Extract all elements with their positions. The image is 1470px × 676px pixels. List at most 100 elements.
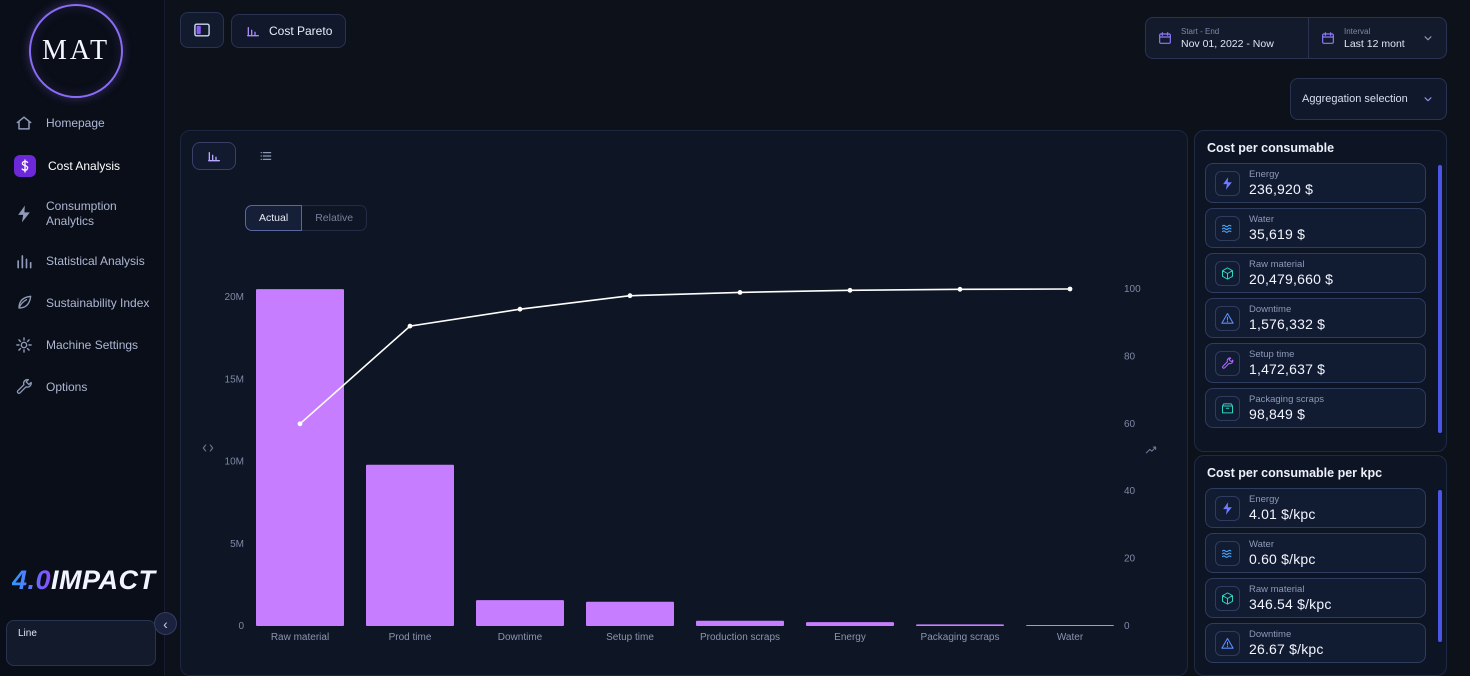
card-value: 35,619 $ [1249, 226, 1306, 242]
consumable-card: Water 0.60 $/kpc [1205, 533, 1426, 573]
sidebar-item-label: Consumption Analytics [46, 199, 117, 228]
interval-value: Last 12 mont [1344, 37, 1405, 50]
pareto-bar[interactable] [586, 601, 674, 626]
chart-view-button[interactable] [192, 142, 236, 170]
panel-title: Cost per consumable [1207, 141, 1335, 155]
legend-line-label: Line [18, 628, 37, 639]
consumable-card: Energy 236,920 $ [1205, 163, 1426, 203]
sidebar-collapse-button[interactable]: ‹ [154, 612, 177, 635]
card-value: 236,920 $ [1249, 181, 1314, 197]
line-point [847, 287, 853, 293]
right-axis-tick: 60 [1124, 419, 1136, 430]
calendar-icon [1320, 30, 1336, 46]
chevron-left-icon: ‹ [163, 615, 168, 632]
x-axis-label: Downtime [498, 632, 543, 643]
x-axis-label: Water [1057, 632, 1084, 643]
pareto-bar[interactable] [476, 600, 564, 626]
sidebar-item-options[interactable]: Options [0, 366, 165, 408]
cumulative-line [299, 288, 1071, 425]
right-axis-tick: 20 [1124, 554, 1136, 565]
card-value: 4.01 $/kpc [1249, 506, 1316, 522]
card-label: Downtime [1249, 304, 1292, 315]
material-icon [1215, 260, 1240, 286]
panel-scrollbar[interactable] [1438, 165, 1442, 433]
card-label: Downtime [1249, 629, 1292, 640]
card-label: Energy [1249, 169, 1280, 180]
pareto-bar[interactable] [696, 620, 784, 626]
actual-toggle-button[interactable]: Actual [245, 205, 303, 231]
left-axis-tick: 15M [225, 374, 244, 385]
sidebar-item-label: Statistical Analysis [46, 253, 145, 268]
pareto-bar[interactable] [256, 289, 344, 626]
downtime-icon [1215, 305, 1240, 331]
consumable-card: Packaging scraps 98,849 $ [1205, 388, 1426, 428]
consumable-card: Downtime 26.67 $/kpc [1205, 623, 1426, 663]
pareto-bar[interactable] [806, 622, 894, 626]
card-value: 20,479,660 $ [1249, 271, 1334, 287]
chevron-down-icon [1421, 92, 1435, 106]
sidebar-item-consumption-analytics[interactable]: Consumption Analytics [0, 188, 165, 240]
card-value: 0.60 $/kpc [1249, 551, 1316, 567]
date-range-picker[interactable]: Start - End Nov 01, 2022 - Now [1145, 17, 1308, 59]
consumable-cards-list: Energy 236,920 $ Water 35,619 $ Raw material… [1205, 163, 1436, 428]
footer-logo: 4.0IMPACT [12, 565, 156, 596]
sidebar-item-homepage[interactable]: Homepage [0, 102, 165, 144]
wrench-icon [14, 377, 34, 397]
sidebar-toggle-icon [192, 20, 212, 40]
table-view-button[interactable] [244, 142, 288, 170]
card-label: Packaging scraps [1249, 394, 1324, 405]
tab-cost-pareto[interactable]: Cost Pareto [231, 14, 347, 48]
footer-logo-prefix: 4.0 [12, 565, 52, 595]
sidebar-item-sustainability-index[interactable]: Sustainability Index [0, 282, 165, 324]
chart-bars-icon [206, 148, 222, 164]
card-value: 26.67 $/kpc [1249, 641, 1324, 657]
x-axis-label: Raw material [271, 632, 329, 643]
card-label: Setup time [1249, 349, 1295, 360]
right-axis-tick: 100 [1124, 284, 1141, 295]
pareto-bar[interactable] [1026, 625, 1114, 626]
cost-per-consumable-panel: Cost per consumable Energy 236,920 $ Water… [1194, 130, 1447, 452]
chart-view-toolbar [192, 142, 288, 170]
panel-scrollbar[interactable] [1438, 490, 1442, 642]
line-point [957, 286, 963, 292]
sidebar-item-statistical-analysis[interactable]: Statistical Analysis [0, 240, 165, 282]
line-point [517, 306, 523, 312]
right-axis-tick: 40 [1124, 486, 1136, 497]
date-range-value: Nov 01, 2022 - Now [1181, 37, 1274, 50]
pareto-chart-panel: Actual Relative 0 5M 10M 15M 20M 0 20 40 60 80 100… [180, 130, 1188, 676]
date-range-label: Start - End [1181, 26, 1220, 36]
card-value: 1,576,332 $ [1249, 316, 1326, 332]
x-axis-label: Energy [834, 632, 866, 643]
consumable-card: Setup time 1,472,637 $ [1205, 343, 1426, 383]
pareto-chart: 0 5M 10M 15M 20M 0 20 40 60 80 100 Raw material Prod… [225, 284, 1142, 643]
line-point [1067, 286, 1073, 292]
right-axis-tick: 0 [1124, 621, 1130, 632]
energy-icon [1215, 495, 1240, 521]
pareto-bar[interactable] [366, 464, 454, 626]
sidebar-item-label: Sustainability Index [46, 295, 150, 310]
x-axis-label: Prod time [389, 632, 432, 643]
line-point [627, 293, 633, 299]
aggregation-selection-dropdown[interactable]: Aggregation selection [1290, 78, 1447, 120]
setup-icon [1215, 350, 1240, 376]
relative-toggle-button[interactable]: Relative [302, 205, 368, 231]
x-axis-label: Production scraps [700, 632, 780, 643]
stats-icon [14, 251, 34, 271]
card-label: Water [1249, 539, 1274, 550]
pareto-bar[interactable] [916, 624, 1004, 626]
sidebar-item-label: Options [46, 379, 88, 394]
calendar-icon [1157, 30, 1173, 46]
consumable-card: Water 35,619 $ [1205, 208, 1426, 248]
sidebar-item-cost-analysis[interactable]: Cost Analysis [0, 144, 165, 188]
left-axis-tick: 20M [225, 292, 244, 303]
consumable-kpc-cards-list: Energy 4.01 $/kpc Water 0.60 $/kpc Raw mater… [1205, 488, 1436, 663]
sidebar-toggle-button[interactable] [180, 12, 224, 48]
interval-picker[interactable]: Interval Last 12 mont [1308, 17, 1447, 59]
app-logo-text: MAT [41, 35, 111, 66]
list-icon [258, 148, 274, 164]
card-label: Raw material [1249, 584, 1305, 595]
water-icon [1215, 215, 1240, 241]
card-value: 1,472,637 $ [1249, 361, 1326, 377]
sidebar-item-machine-settings[interactable]: Machine Settings [0, 324, 165, 366]
line-point [407, 323, 413, 329]
